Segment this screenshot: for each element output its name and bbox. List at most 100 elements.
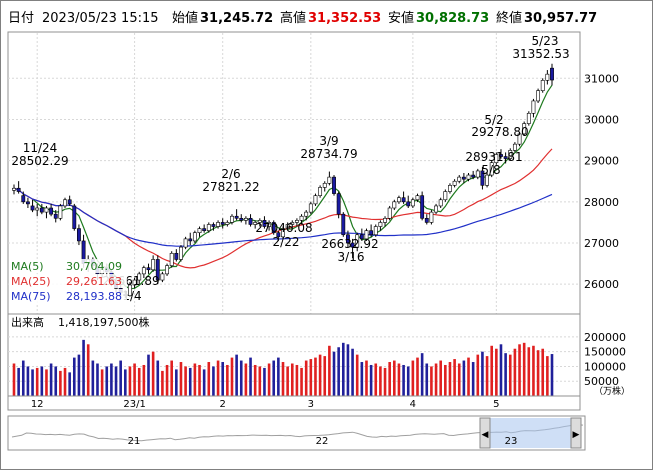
navigator-label-23: 23 <box>505 436 518 447</box>
candle-body <box>485 174 489 186</box>
label-daily: 日付 <box>8 11 34 26</box>
volume-bar <box>290 363 294 396</box>
x-axis: 12 23/1 2 3 4 5 <box>31 399 500 410</box>
candle <box>508 148 513 161</box>
volume-bar <box>411 360 415 396</box>
volume-bar <box>532 345 535 396</box>
candle-body <box>271 222 276 234</box>
annotation-value: 31352.53 <box>512 47 569 61</box>
navigator-left-handle[interactable] <box>479 417 491 449</box>
candle-body <box>448 185 452 192</box>
volume-bar <box>207 362 211 396</box>
candle <box>262 216 267 229</box>
legend-label: MA(25) <box>11 275 51 288</box>
candle <box>540 78 545 93</box>
volume-bar <box>388 362 391 396</box>
volume-bar <box>202 369 206 396</box>
candle <box>369 224 374 237</box>
volume-value: 1,418,197,500株 <box>58 315 149 329</box>
legend-value: 28,193.88 <box>66 290 122 303</box>
volume-bar <box>35 367 39 396</box>
candle-body <box>160 273 165 281</box>
low-value: 30,828.73 <box>416 11 489 26</box>
volume-bar <box>365 360 368 396</box>
candle <box>438 197 443 208</box>
candle <box>155 255 160 285</box>
volume-bar <box>369 364 373 396</box>
candle <box>406 195 411 208</box>
volume-bar <box>184 366 187 396</box>
volume-bar <box>300 367 303 396</box>
price-tick-label: 30000 <box>584 113 619 126</box>
candle <box>16 181 21 194</box>
volume-bar <box>277 357 280 396</box>
candle <box>471 170 476 180</box>
volume-tick-label: 150000 <box>584 346 626 359</box>
candle-body <box>526 112 531 124</box>
candle-body <box>216 222 220 227</box>
candle <box>415 193 420 202</box>
candle <box>355 232 360 252</box>
candle <box>410 197 415 208</box>
navigator-selection[interactable] <box>485 418 571 448</box>
volume-bar <box>128 366 132 396</box>
candle <box>49 203 54 217</box>
candle <box>517 131 522 147</box>
candle <box>373 224 378 237</box>
candle <box>253 220 258 229</box>
volume-bar <box>263 367 266 396</box>
candle <box>225 220 230 227</box>
candle-body <box>230 215 234 223</box>
candle <box>44 205 49 219</box>
candle-body <box>531 100 536 114</box>
x-tick-label: 12 <box>31 399 44 410</box>
volume-bar <box>420 353 424 396</box>
volume-bar <box>328 345 331 396</box>
volume-bar <box>462 360 466 396</box>
candle-body <box>49 207 54 215</box>
candle <box>146 263 151 274</box>
candle <box>299 214 304 225</box>
candle <box>550 63 554 86</box>
volume-bar <box>96 363 99 396</box>
volume-bar <box>147 354 150 396</box>
candle-body <box>373 226 378 236</box>
legend-bg <box>9 259 127 273</box>
volume-bar <box>467 357 470 396</box>
candle <box>332 175 336 196</box>
candle <box>197 226 202 237</box>
candle-body <box>58 205 63 219</box>
volume-bar <box>26 366 30 396</box>
annotation-date: 1/4 <box>122 289 141 303</box>
volume-bar <box>471 362 475 396</box>
candle-body <box>165 265 169 275</box>
candle <box>341 212 346 237</box>
navigator-right-handle[interactable] <box>570 417 582 449</box>
legend-bg <box>9 289 127 303</box>
candle <box>281 226 285 239</box>
candle <box>503 152 508 164</box>
candle-body <box>128 284 132 297</box>
x-tick-label: 3 <box>308 399 314 410</box>
volume-bar <box>100 369 104 396</box>
candle <box>21 191 26 204</box>
candle-body <box>503 156 508 159</box>
candle-body <box>179 246 183 260</box>
volume-bar <box>212 366 215 396</box>
label-high: 高値 <box>280 10 306 26</box>
candle <box>350 238 355 259</box>
navigator-label-21: 21 <box>128 436 141 447</box>
candle-body <box>192 232 197 242</box>
candle <box>485 173 489 188</box>
annotation-low: 28931.815/8 <box>465 150 522 177</box>
candles <box>12 63 554 299</box>
price-tick-label: 26000 <box>584 278 619 291</box>
legend-value: 29,261.63 <box>66 275 122 288</box>
candle <box>12 184 16 195</box>
volume-bar <box>151 351 155 396</box>
navigator-left-arrow-icon: ◀ <box>482 430 489 440</box>
annotation-date: 5/2 <box>484 113 503 127</box>
candle-body <box>137 273 142 281</box>
candle <box>304 210 309 221</box>
